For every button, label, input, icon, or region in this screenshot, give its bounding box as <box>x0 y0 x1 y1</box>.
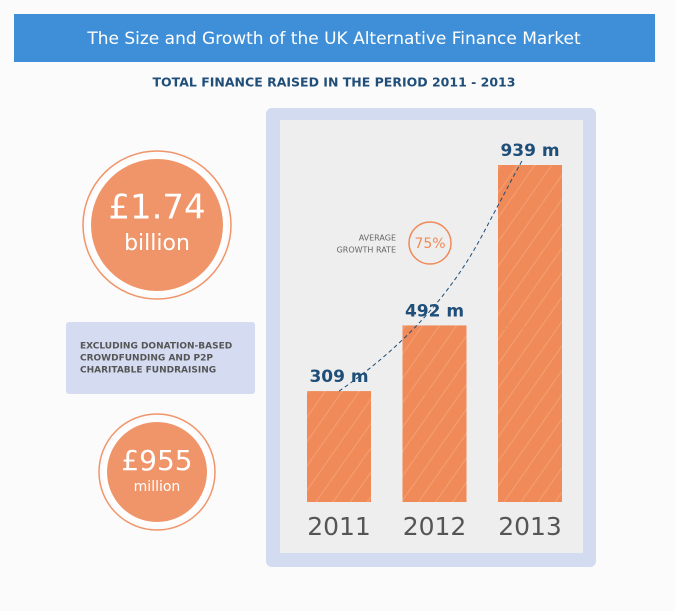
note-box <box>66 322 255 394</box>
x-tick-label: 2013 <box>498 512 562 541</box>
value-label: 939 m <box>500 141 559 161</box>
stat-circle <box>103 418 211 526</box>
avg-growth-circle <box>408 221 452 265</box>
stat-unit: million <box>134 479 181 495</box>
stat-ring <box>82 150 232 300</box>
stat-circle <box>87 155 227 295</box>
subtitle: TOTAL FINANCE RAISED IN THE PERIOD 2011 … <box>153 75 516 90</box>
header-bar <box>14 14 655 62</box>
note-line: CROWDFUNDING AND P2P <box>80 354 213 364</box>
growth-label: Δ91% <box>500 323 527 333</box>
x-tick-label: 2012 <box>403 512 467 541</box>
growth-label: Δ59% <box>405 389 432 399</box>
avg-growth-label: AVERAGE <box>359 234 396 243</box>
stat-unit: billion <box>124 231 190 256</box>
stat-value: £955 <box>121 444 192 477</box>
x-tick-label: 2011 <box>307 512 371 541</box>
note-line: CHARITABLE FUNDRAISING <box>80 366 216 376</box>
note-line: EXCLUDING DONATION-BASED <box>80 342 232 352</box>
avg-growth-value: 75% <box>414 236 445 252</box>
bar <box>402 325 467 502</box>
stat-value: £1.74 <box>108 188 205 228</box>
bar <box>498 165 562 502</box>
title: The Size and Growth of the UK Alternativ… <box>86 29 581 49</box>
value-label: 309 m <box>309 367 368 387</box>
avg-growth-label: GROWTH RATE <box>337 246 396 255</box>
value-label: 492 m <box>405 301 464 321</box>
bar <box>307 391 371 502</box>
stat-ring <box>98 413 216 531</box>
